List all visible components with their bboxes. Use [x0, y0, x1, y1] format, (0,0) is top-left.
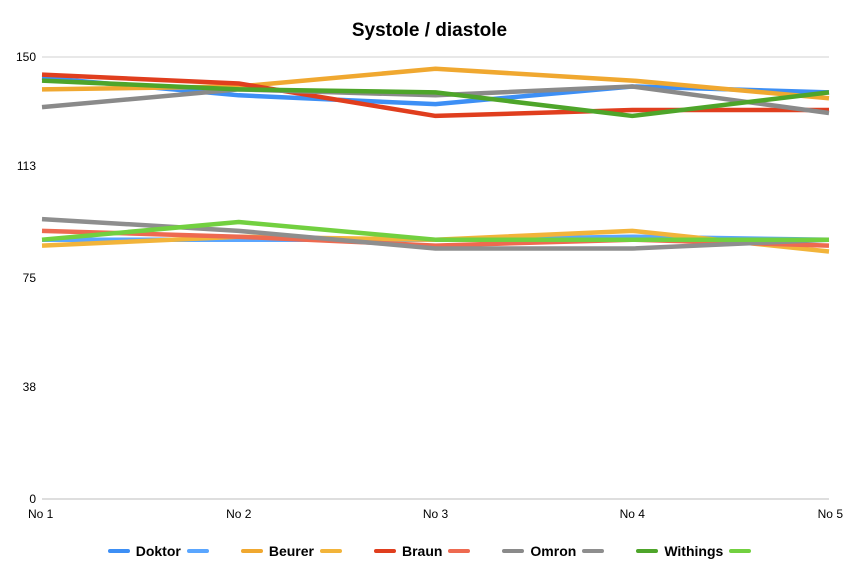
- series-line-8: [41, 78, 830, 119]
- legend-swatch: [448, 549, 471, 553]
- legend-item: Omron: [496, 543, 610, 559]
- legend-item: Braun: [368, 543, 476, 559]
- legend-swatch: [186, 549, 209, 553]
- legend-item: Doktor: [102, 543, 215, 559]
- legend-label: Beurer: [268, 543, 314, 559]
- legend-label: Omron: [530, 543, 577, 559]
- x-tick-label: No 2: [226, 507, 252, 521]
- legend-swatch: [107, 549, 130, 553]
- x-tick-label: No 1: [28, 507, 54, 521]
- legend-swatch: [729, 549, 752, 553]
- series-line-6: [41, 84, 830, 116]
- legend-item: Beurer: [235, 543, 348, 559]
- x-tick-label: No 3: [423, 507, 449, 521]
- legend-swatch: [636, 549, 659, 553]
- y-tick-label: 150: [16, 50, 36, 64]
- chart-title: Systole / diastole: [351, 20, 508, 41]
- legend-label: Withings: [664, 543, 724, 559]
- legend-label: Doktor: [135, 543, 181, 559]
- y-tick-label: 75: [23, 271, 37, 285]
- legend-item: Withings: [630, 543, 757, 559]
- legend-swatch: [319, 549, 342, 553]
- y-tick-label: 38: [23, 380, 37, 394]
- legend: Doktor Beurer Braun Omron Withings: [0, 543, 859, 559]
- legend-swatch: [373, 549, 396, 553]
- x-tick-label: No 4: [620, 507, 646, 521]
- y-tick-label: 113: [17, 159, 36, 173]
- legend-swatch: [502, 549, 525, 553]
- y-tick-label: 0: [29, 492, 36, 506]
- x-tick-label: No 5: [818, 507, 844, 521]
- series-line-9: [41, 219, 829, 242]
- legend-swatch: [582, 549, 605, 553]
- legend-label: Braun: [401, 543, 443, 559]
- legend-swatch: [240, 549, 263, 553]
